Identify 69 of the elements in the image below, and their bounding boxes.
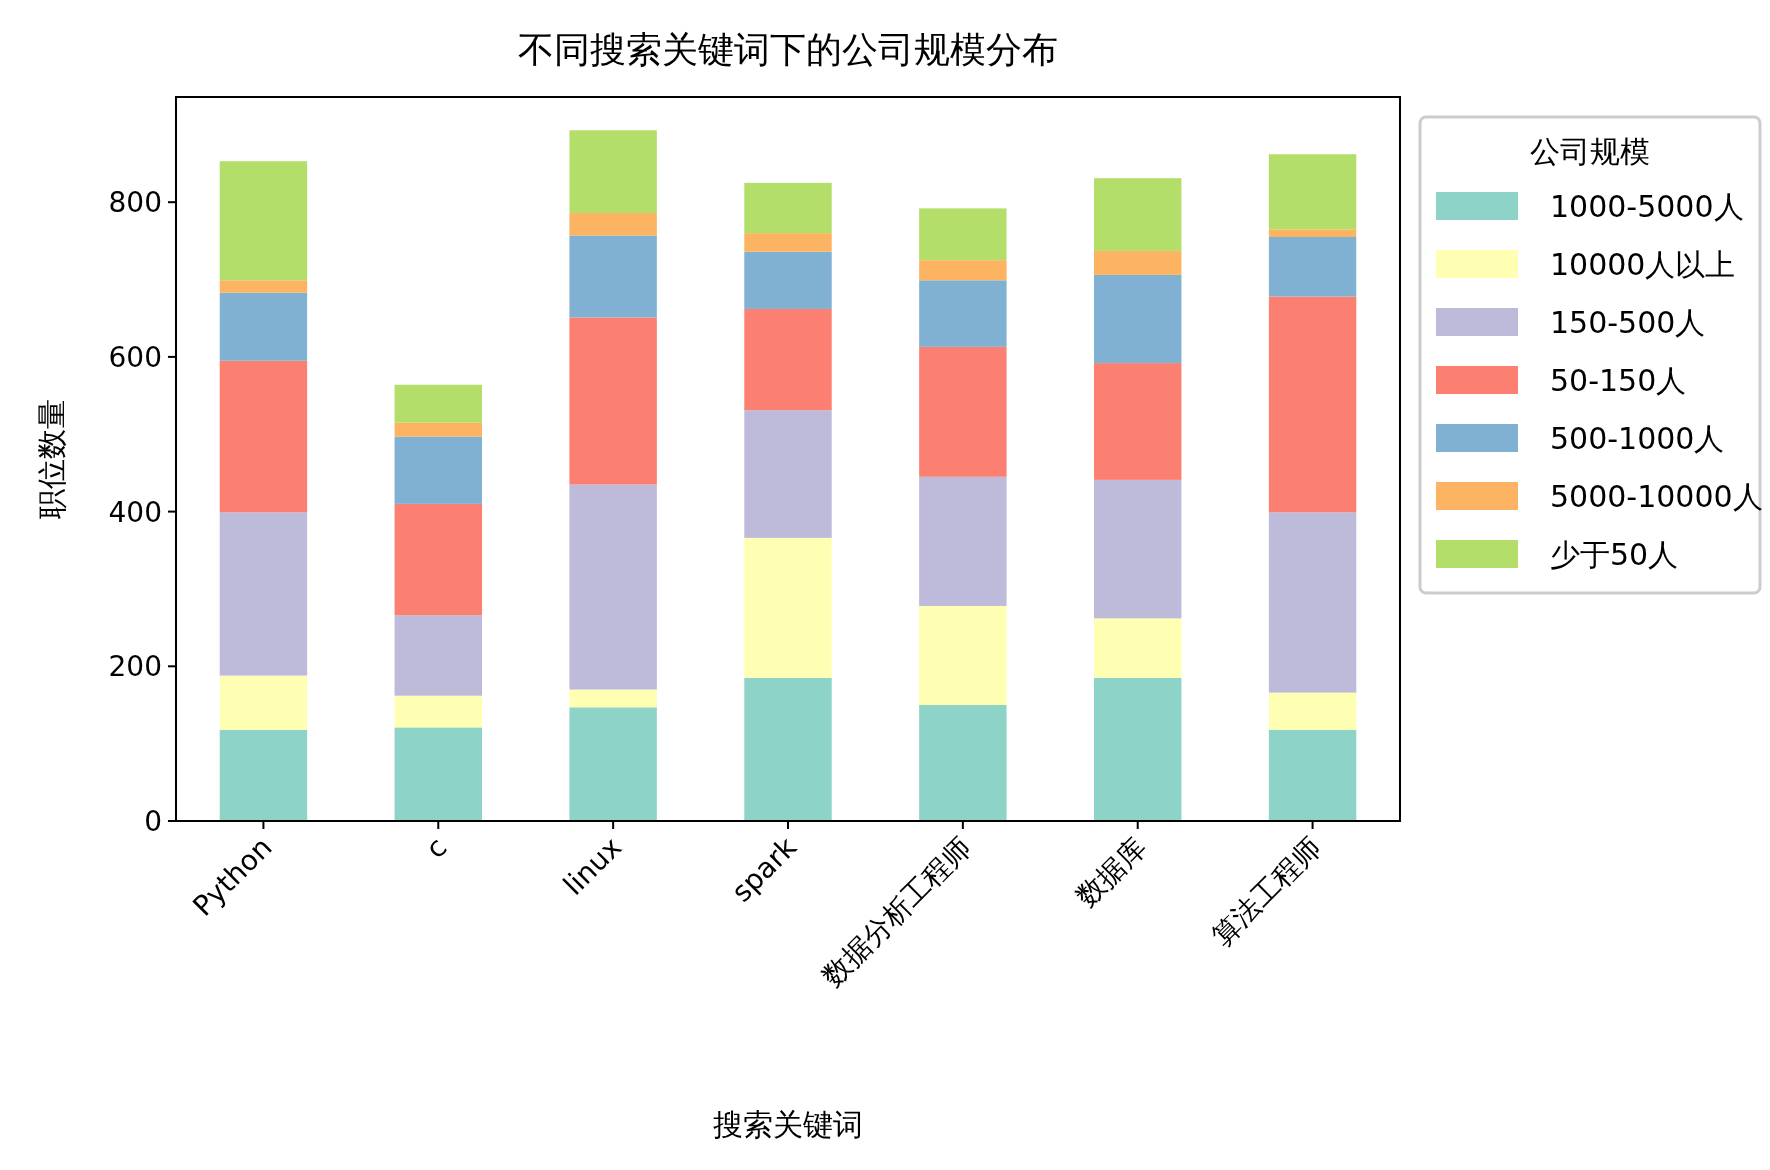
legend-label: 5000-10000人	[1550, 479, 1763, 514]
bar	[919, 280, 1007, 347]
bar	[744, 182, 832, 234]
y-axis-title: 职位数量	[34, 399, 69, 519]
bar	[569, 689, 657, 708]
bar	[569, 235, 657, 318]
bar	[219, 280, 308, 293]
bar	[569, 213, 657, 236]
legend-label: 1000-5000人	[1550, 189, 1744, 224]
x-tick-label: c	[419, 830, 454, 865]
y-tick-label: 600	[108, 340, 162, 374]
bar	[219, 292, 308, 361]
bar	[1268, 692, 1357, 730]
bar	[394, 384, 482, 423]
bar	[1094, 274, 1182, 364]
bar	[1094, 479, 1182, 619]
bar	[744, 251, 832, 309]
x-axis-title: 搜索关键词	[713, 1107, 863, 1142]
y-tick-label: 800	[108, 186, 162, 220]
legend-label: 50-150人	[1550, 363, 1687, 398]
bar	[1094, 178, 1182, 251]
bar	[1268, 729, 1357, 821]
bar	[394, 727, 482, 821]
legend-label: 150-500人	[1550, 305, 1706, 340]
bar	[569, 317, 657, 485]
bar	[1268, 237, 1357, 297]
bar	[1268, 154, 1357, 230]
bar	[569, 484, 657, 690]
bar	[569, 130, 657, 214]
chart-title: 不同搜索关键词下的公司规模分布	[518, 29, 1058, 70]
bar	[744, 410, 832, 538]
bar	[219, 512, 308, 676]
legend-title: 公司规模	[1530, 134, 1650, 169]
x-tick-label: 算法工程师	[1205, 830, 1328, 953]
bar	[1268, 229, 1357, 237]
bar	[744, 308, 832, 411]
bar	[1268, 296, 1357, 513]
bar	[219, 360, 308, 513]
bar	[744, 677, 832, 821]
bar	[919, 260, 1007, 281]
x-tick-label: 数据分析工程师	[815, 830, 978, 993]
bar	[394, 422, 482, 437]
y-tick-label: 0	[144, 805, 162, 838]
legend-label: 500-1000人	[1550, 421, 1725, 456]
bar	[1094, 250, 1182, 275]
bar	[919, 605, 1007, 705]
bar	[219, 161, 308, 281]
bar	[1268, 512, 1357, 693]
bar	[1094, 618, 1182, 678]
y-tick-label: 200	[108, 650, 162, 684]
bar	[394, 436, 482, 504]
bar	[394, 503, 482, 616]
legend-label: 少于50人	[1550, 537, 1679, 572]
bar	[569, 707, 657, 821]
legend-label: 10000人以上	[1550, 247, 1736, 282]
bar	[394, 695, 482, 728]
bar	[744, 537, 832, 678]
bar	[1094, 677, 1182, 821]
y-tick-label: 400	[108, 495, 162, 529]
bar	[219, 729, 308, 821]
bar	[919, 346, 1007, 477]
bar	[919, 476, 1007, 606]
bar	[394, 615, 482, 696]
bar	[219, 675, 308, 730]
x-tick-label: 数据库	[1069, 830, 1153, 914]
bar	[1094, 363, 1182, 480]
bar	[919, 704, 1007, 821]
bar	[744, 233, 832, 252]
bar	[919, 208, 1007, 261]
